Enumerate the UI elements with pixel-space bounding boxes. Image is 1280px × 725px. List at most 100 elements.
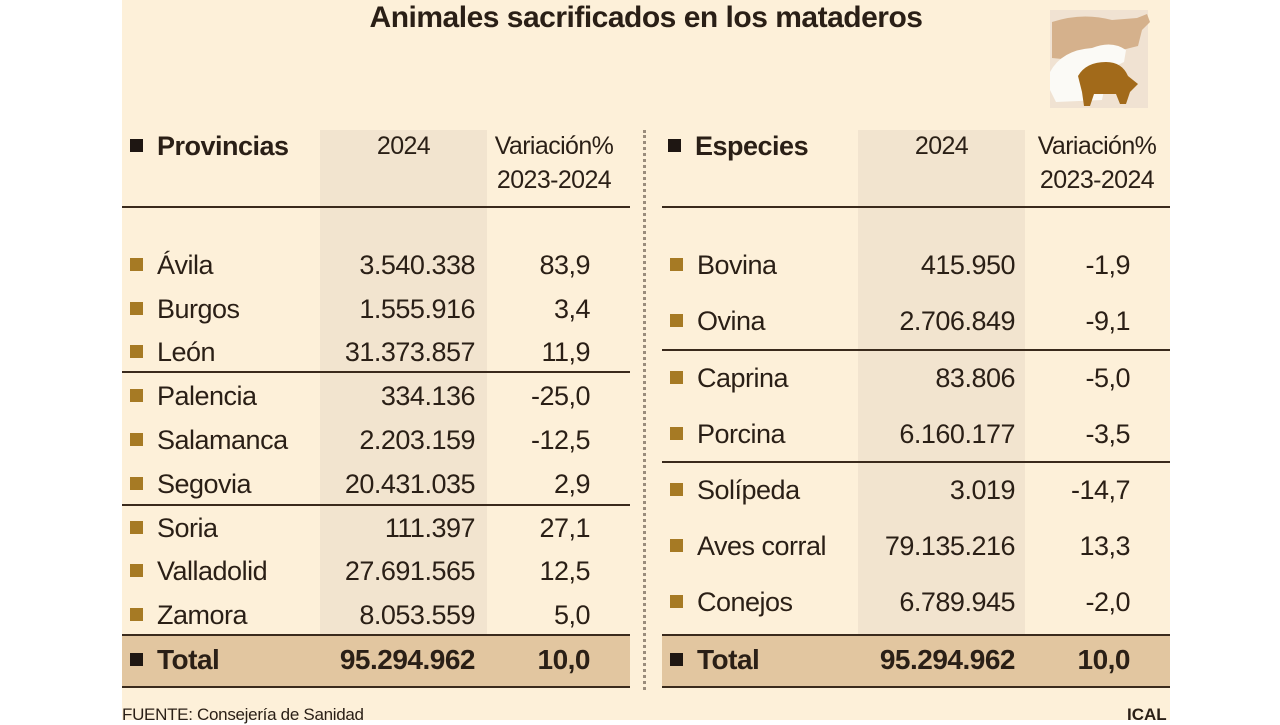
row-name: Solípeda bbox=[697, 475, 800, 505]
total-variation: 10,0 bbox=[1077, 644, 1131, 675]
total-value-2024: 95.294.962 bbox=[339, 644, 476, 675]
row-name: Salamanca bbox=[157, 425, 288, 455]
table-row: Salamanca 2.203.159 -12,5 bbox=[122, 423, 630, 457]
table-row: Palencia 334.136 -25,0 bbox=[122, 379, 630, 413]
bullet-icon bbox=[130, 345, 143, 359]
row-label: Palencia bbox=[130, 379, 257, 413]
group-divider bbox=[122, 371, 630, 373]
bullet-icon bbox=[130, 477, 143, 491]
row-name: Segovia bbox=[157, 469, 252, 499]
row-value-2024: 415.950 bbox=[920, 250, 1016, 280]
table-row: Aves corral 79.135.216 13,3 bbox=[662, 529, 1170, 563]
row-value-2024: 83.806 bbox=[935, 363, 1015, 393]
total-label: Total bbox=[670, 643, 760, 677]
bullet-icon bbox=[670, 258, 683, 272]
row-label: Salamanca bbox=[130, 423, 288, 457]
divider bbox=[122, 206, 630, 208]
row-name: Zamora bbox=[157, 600, 248, 630]
total-name: Total bbox=[157, 644, 220, 675]
table-row: Valladolid 27.691.565 12,5 bbox=[122, 554, 630, 588]
group-divider bbox=[122, 504, 630, 506]
bullet-icon bbox=[670, 371, 683, 385]
table-row: Segovia 20.431.035 2,9 bbox=[122, 467, 630, 501]
row-name: Bovina bbox=[697, 250, 777, 280]
bullet-icon bbox=[670, 595, 683, 609]
total-row: Total 95.294.962 10,0 bbox=[662, 636, 1170, 686]
table-row: Porcina 6.160.177 -3,5 bbox=[662, 417, 1170, 451]
dotted-separator bbox=[643, 130, 646, 690]
table-row: Solípeda 3.019 -14,7 bbox=[662, 473, 1170, 507]
bullet-icon bbox=[670, 539, 683, 553]
provincias-col-variation: Variación% 2023-2024 bbox=[484, 129, 624, 197]
variation-period: 2023-2024 bbox=[496, 166, 612, 194]
provincias-header-label: Provincias bbox=[157, 131, 289, 161]
row-value-2024: 2.706.849 bbox=[899, 306, 1015, 336]
group-divider bbox=[662, 349, 1170, 351]
infographic-panel: Animales sacrificados en los mataderos P… bbox=[122, 0, 1170, 724]
row-label: Ovina bbox=[670, 304, 766, 338]
row-variation: 27,1 bbox=[539, 513, 590, 543]
row-name: Valladolid bbox=[157, 556, 268, 586]
row-label: Soria bbox=[130, 511, 218, 545]
row-value-2024: 79.135.216 bbox=[884, 531, 1016, 561]
bullet-icon bbox=[130, 433, 143, 447]
row-value-2024: 3.540.338 bbox=[359, 250, 475, 280]
row-variation: -25,0 bbox=[530, 381, 591, 411]
bullet-icon bbox=[670, 314, 683, 328]
especies-header-label: Especies bbox=[695, 131, 809, 161]
row-label: Conejos bbox=[670, 585, 793, 619]
especies-2024-column-shade bbox=[858, 130, 1025, 635]
row-value-2024: 3.019 bbox=[949, 475, 1016, 505]
row-variation: -5,0 bbox=[1085, 363, 1130, 393]
variation-period: 2023-2024 bbox=[1039, 166, 1155, 194]
bullet-icon bbox=[130, 521, 143, 535]
bullet-icon bbox=[670, 427, 683, 441]
divider bbox=[662, 686, 1170, 688]
provincias-header: Provincias bbox=[130, 131, 289, 162]
row-label: Burgos bbox=[130, 292, 240, 326]
total-name: Total bbox=[697, 644, 760, 675]
table-row: Zamora 8.053.559 5,0 bbox=[122, 598, 630, 632]
total-row: Total 95.294.962 10,0 bbox=[122, 636, 630, 686]
bullet-icon bbox=[668, 139, 681, 153]
row-value-2024: 6.160.177 bbox=[899, 419, 1015, 449]
row-name: León bbox=[157, 337, 216, 367]
row-variation: -12,5 bbox=[530, 425, 591, 455]
row-variation: 11,9 bbox=[541, 337, 590, 367]
bullet-icon bbox=[130, 564, 143, 578]
row-name: Burgos bbox=[157, 294, 240, 324]
row-value-2024: 334.136 bbox=[380, 381, 476, 411]
divider bbox=[662, 634, 1170, 636]
row-variation: -9,1 bbox=[1085, 306, 1130, 336]
row-label: Aves corral bbox=[670, 529, 827, 563]
table-row: Bovina 415.950 -1,9 bbox=[662, 248, 1170, 282]
bullet-icon bbox=[130, 608, 143, 622]
total-variation: 10,0 bbox=[537, 644, 591, 675]
row-value-2024: 111.397 bbox=[384, 513, 476, 543]
row-label: Zamora bbox=[130, 598, 248, 632]
row-name: Ávila bbox=[157, 250, 214, 280]
page-title: Animales sacrificados en los mataderos bbox=[369, 1, 923, 34]
total-value-2024: 95.294.962 bbox=[879, 644, 1016, 675]
divider bbox=[122, 634, 630, 636]
provincias-col-2024: 2024 bbox=[376, 132, 431, 160]
table-row: Ávila 3.540.338 83,9 bbox=[122, 248, 630, 282]
variation-label: Variación% bbox=[494, 132, 614, 160]
row-variation: 13,3 bbox=[1079, 531, 1130, 561]
divider bbox=[662, 206, 1170, 208]
row-label: Porcina bbox=[670, 417, 786, 451]
row-variation: 5,0 bbox=[553, 600, 591, 630]
row-variation: 12,5 bbox=[539, 556, 590, 586]
row-label: León bbox=[130, 335, 216, 369]
provincias-2024-column-shade bbox=[320, 130, 487, 635]
row-name: Aves corral bbox=[697, 531, 827, 561]
row-value-2024: 2.203.159 bbox=[359, 425, 475, 455]
credit: ICAL bbox=[1127, 705, 1167, 724]
row-value-2024: 1.555.916 bbox=[359, 294, 475, 324]
table-row: Ovina 2.706.849 -9,1 bbox=[662, 304, 1170, 338]
row-label: Caprina bbox=[670, 361, 789, 395]
row-name: Ovina bbox=[697, 306, 766, 336]
row-label: Solípeda bbox=[670, 473, 800, 507]
row-name: Palencia bbox=[157, 381, 257, 411]
row-label: Bovina bbox=[670, 248, 777, 282]
